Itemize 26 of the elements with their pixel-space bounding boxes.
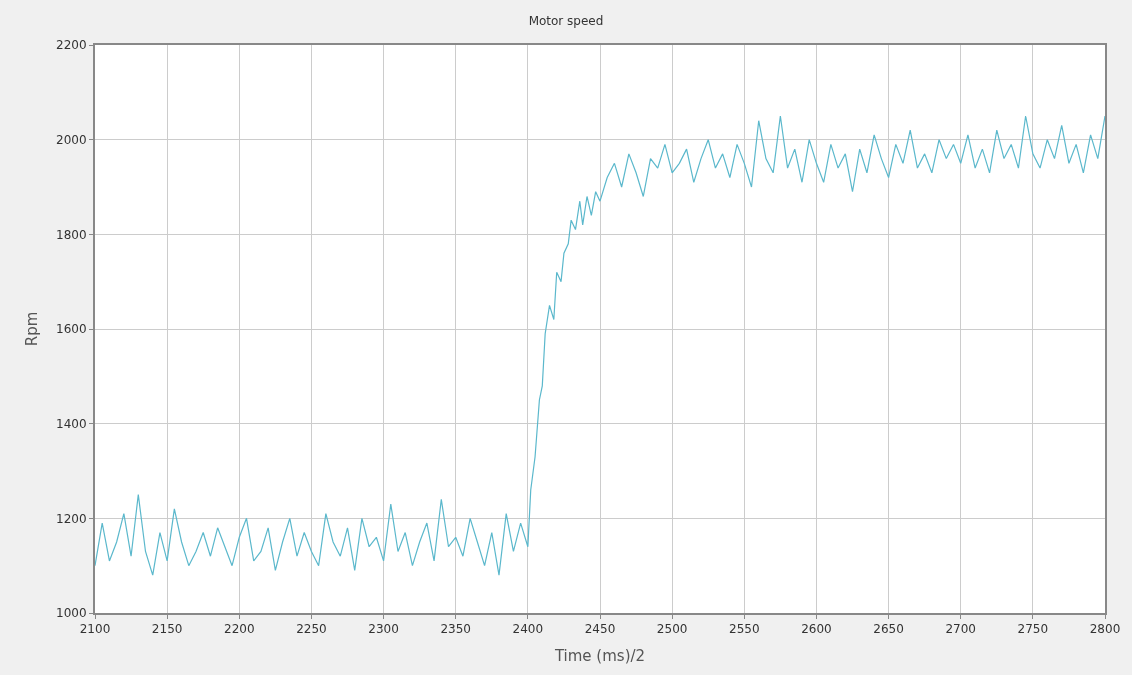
x-tick-label: 2150	[151, 622, 183, 637]
x-tick-label: 2350	[440, 622, 471, 637]
x-tick-label: 2650	[873, 622, 904, 637]
x-tick-label: 2550	[729, 622, 760, 637]
x-axis-title: Time (ms)/2	[553, 646, 646, 665]
x-tick-label: 2600	[801, 622, 832, 637]
y-tick-label: 1200	[56, 511, 87, 526]
y-tick-label: 1000	[56, 606, 87, 621]
x-tick-label: 2200	[224, 622, 255, 637]
y-tick-label: 1600	[56, 322, 87, 337]
y-tick-label: 1800	[56, 227, 87, 242]
x-tick-label: 2750	[1017, 622, 1049, 637]
y-tick-label: 2000	[56, 132, 87, 147]
line-series	[95, 115, 1105, 576]
x-tick-label: 2800	[1089, 622, 1121, 637]
y-tick-label: 1400	[56, 416, 87, 431]
y-axis-title: Rpm	[22, 311, 41, 347]
x-tick-label: 2300	[368, 622, 399, 637]
x-tick-label: 2250	[296, 622, 327, 637]
chart-title: Motor speed	[528, 14, 604, 29]
x-tick-label: 2500	[656, 622, 688, 637]
y-tick-label: 2200	[56, 38, 87, 53]
x-tick-label: 2100	[79, 622, 111, 637]
x-tick-label: 2400	[512, 622, 544, 637]
x-tick-label: 2450	[584, 622, 616, 637]
x-tick-label: 2700	[945, 622, 976, 637]
